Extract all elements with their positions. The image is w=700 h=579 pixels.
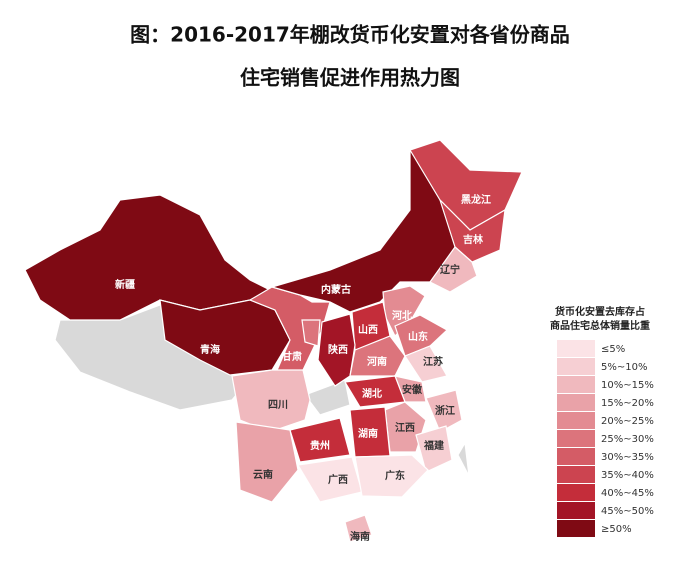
legend: 货币化安置去库存占 商品住宅总体销量比重 ≤5% 5%~10% 10%~15% 15%… [550,305,654,537]
province [394,314,449,357]
legend-label: 25%~30% [601,434,654,445]
legend-title: 商品住宅总体销量比重 [550,319,650,332]
province-label: 浙江 [435,404,455,417]
legend-label: 15%~20% [601,398,654,409]
map: 新疆 青海 甘肃 内蒙古 黑龙江 吉林 辽宁 河北 山西 陕西 河南 山东 江苏… [24,139,523,543]
legend-swatch [557,430,595,447]
legend-swatch [557,466,595,483]
province-label: 吉林 [463,233,484,246]
region-unlabeled [301,319,321,347]
province-label: 新疆 [115,278,135,291]
province-label: 江西 [395,421,415,434]
province [235,421,299,503]
province-label: 安徽 [402,383,423,396]
province-label: 山东 [408,330,428,343]
region-unlabeled [304,379,351,416]
legend-label: 5%~10% [601,362,647,373]
province-label: 江苏 [423,355,443,368]
province [231,369,311,433]
province [429,246,478,293]
legend-swatch [557,412,595,429]
province [159,299,291,376]
legend-label: 35%~40% [601,470,654,481]
legend-swatch [557,340,595,357]
legend-swatch [557,376,595,393]
province-label: 四川 [268,399,288,411]
province [415,425,453,473]
title-line: 住宅销售促进作用热力图 [240,66,460,90]
province-label: 河北 [392,309,412,322]
province [354,454,429,498]
province [344,514,373,543]
legend-label: 40%~45% [601,488,654,499]
province-label: 福建 [423,439,445,452]
province-label: 青海 [200,343,220,356]
legend-label: 30%~35% [601,452,654,463]
province-label: 湖南 [358,427,378,440]
title-line: 图：2016-2017年棚改货币化安置对各省份商品 [130,23,570,47]
legend-swatch [557,502,595,519]
province [349,335,406,377]
province-label: 甘肃 [282,350,302,363]
province-label: 贵州 [310,439,330,452]
province-label: 山西 [358,323,378,336]
province-label: 河南 [367,355,387,368]
legend-swatch [557,394,595,411]
province [289,417,351,463]
province-label: 黑龙江 [461,193,491,206]
province-label: 海南 [350,530,370,543]
legend-swatch [557,520,595,537]
province-label: 云南 [253,468,273,481]
legend-title: 货币化安置去库存占 [555,305,645,318]
legend-label: ≥50% [601,524,632,535]
legend-swatch [557,358,595,375]
legend-label: ≤5% [601,344,625,355]
legend-swatch [557,484,595,501]
province-label: 湖北 [362,387,382,400]
legend-label: 45%~50% [601,506,654,517]
region-unlabeled [457,441,470,477]
province [24,194,272,321]
legend-swatch [557,448,595,465]
province [404,345,448,383]
province-label: 辽宁 [440,263,460,276]
legend-label: 20%~25% [601,416,654,427]
province [425,389,463,433]
province-label: 广西 [328,473,348,486]
legend-label: 10%~15% [601,380,654,391]
province-label: 内蒙古 [321,283,351,296]
province-label: 陕西 [328,343,348,356]
province-label: 广东 [385,469,405,482]
